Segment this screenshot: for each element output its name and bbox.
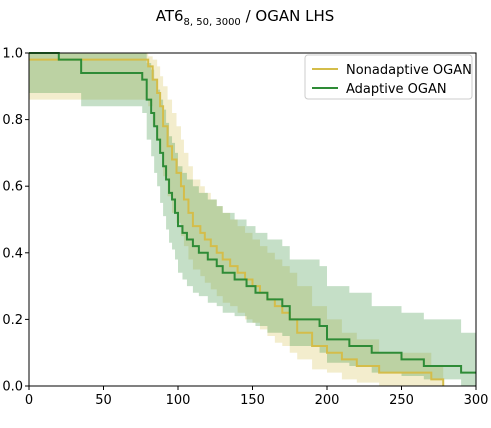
x-tick-label: 100: [166, 393, 191, 408]
chart-title-prefix: AT6: [156, 7, 184, 25]
chart-title-subscript: 8, 50, 3000: [184, 17, 241, 28]
legend-label-adaptive: Adaptive OGAN: [346, 82, 447, 97]
y-axis-ticks: 0.0 0.2 0.4 0.6 0.8 1.0: [2, 47, 29, 395]
y-tick-label: 0.0: [2, 380, 23, 395]
legend-box: [304, 54, 473, 100]
series-line-nonadaptive-ogan: [29, 58, 445, 386]
x-axis-ticks: 0 50 100 150 200 250 300: [25, 386, 489, 408]
survival-lines: [29, 52, 476, 386]
confidence-bands: [29, 53, 476, 386]
ci-band-nonadaptive-ogan: [29, 53, 444, 386]
x-tick-label: 200: [315, 393, 340, 408]
y-tick-label: 0.4: [2, 246, 23, 261]
series-line-adaptive-ogan: [29, 52, 476, 374]
x-tick-label: 0: [25, 393, 33, 408]
y-tick-label: 0.6: [2, 180, 23, 195]
chart-title-suffix: / OGAN LHS: [241, 7, 334, 25]
legend-label-nonadaptive: Nonadaptive OGAN: [346, 63, 472, 78]
x-tick-label: 50: [95, 393, 112, 408]
x-tick-label: 250: [389, 393, 414, 408]
chart-title: AT68, 50, 3000 / OGAN LHS: [156, 7, 335, 28]
y-tick-label: 0.2: [2, 313, 23, 328]
y-tick-label: 1.0: [2, 47, 23, 62]
legend: Nonadaptive OGAN Adaptive OGAN: [304, 54, 473, 100]
x-tick-label: 300: [464, 393, 489, 408]
y-tick-label: 0.8: [2, 113, 23, 128]
ci-band-adaptive-ogan: [29, 53, 476, 386]
x-tick-label: 150: [240, 393, 265, 408]
